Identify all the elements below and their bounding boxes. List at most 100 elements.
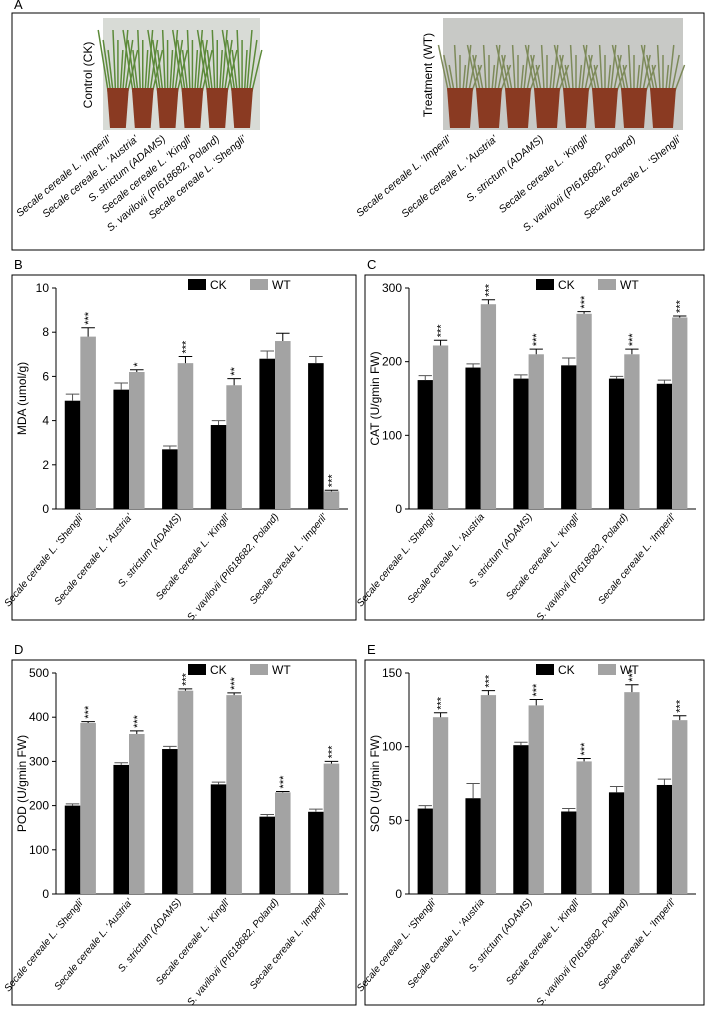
- pot-label: Secale cereale L. ‘Kingll’: [497, 133, 593, 216]
- panel-frame: [11, 274, 357, 621]
- leaf: [156, 49, 164, 93]
- leaf: [144, 49, 149, 93]
- error-bar: [81, 721, 95, 723]
- leaf: [598, 44, 603, 93]
- leaf: [467, 54, 477, 93]
- bar: [432, 345, 449, 509]
- bar: [323, 763, 340, 894]
- error-bar: [418, 805, 432, 809]
- y-tick-label: 300: [29, 754, 49, 768]
- x-tick-label: Secale cereale L. ‘Austria’: [53, 896, 136, 992]
- y-tick-label: 100: [382, 428, 402, 442]
- bar: [226, 385, 242, 509]
- pot: [476, 88, 502, 128]
- x-tick-label: Secale cereale L. ‘Shengli’: [355, 511, 440, 609]
- pot: [107, 88, 129, 128]
- bar: [624, 692, 640, 894]
- leaf: [523, 44, 530, 93]
- leaf: [530, 54, 540, 93]
- error-bar: [309, 808, 323, 812]
- significance: ***: [229, 676, 241, 690]
- leaf: [112, 29, 117, 93]
- bar: [672, 720, 688, 894]
- bar: [513, 745, 529, 894]
- bar: [323, 491, 340, 509]
- panel-frame: [11, 12, 705, 251]
- y-tick-label: 500: [29, 666, 49, 680]
- y-tick-label: 0: [42, 502, 49, 516]
- bar: [80, 722, 96, 894]
- pot: [181, 88, 204, 128]
- error-bar: [673, 715, 687, 721]
- significance: ***: [675, 299, 687, 313]
- bar: [162, 449, 178, 509]
- bar: [210, 784, 227, 894]
- leaf: [496, 54, 506, 93]
- leaf: [137, 29, 142, 93]
- leaf: [646, 54, 656, 93]
- bar: [210, 425, 227, 509]
- significance: ***: [579, 295, 591, 309]
- x-tick-label: S. vavilovii (PI618682, Poland): [185, 512, 281, 623]
- group-label: Treatment (WT): [421, 33, 435, 117]
- leaf: [206, 49, 214, 93]
- bar: [672, 317, 688, 509]
- panel-letter: B: [14, 257, 23, 272]
- error-bar: [227, 692, 241, 696]
- bar: [177, 690, 194, 894]
- legend-label: WT: [620, 663, 639, 677]
- bar: [608, 792, 625, 894]
- bar: [480, 304, 497, 509]
- bar: [275, 792, 291, 894]
- error-bar: [163, 445, 177, 450]
- pot: [231, 88, 253, 128]
- leaf: [640, 44, 653, 93]
- y-tick-label: 10: [36, 281, 50, 295]
- error-bar: [178, 356, 193, 364]
- error-bar: [324, 489, 339, 492]
- significance: ***: [83, 705, 95, 719]
- leaf: [641, 54, 651, 93]
- leaf: [528, 64, 541, 93]
- error-bar: [466, 363, 480, 368]
- error-bar: [65, 803, 80, 806]
- bar: [576, 313, 592, 509]
- pot: [206, 88, 229, 128]
- leaf: [169, 49, 174, 93]
- leaf: [236, 29, 241, 93]
- y-axis-label: MDA (umol/g): [15, 362, 29, 435]
- leaf: [553, 44, 566, 93]
- legend-label: CK: [210, 278, 227, 292]
- pot: [592, 88, 618, 128]
- bar: [417, 808, 433, 894]
- bar: [576, 761, 592, 894]
- legend-label: CK: [558, 278, 575, 292]
- error-bar: [211, 781, 226, 785]
- leaf: [132, 49, 139, 93]
- error-bar: [130, 369, 144, 372]
- y-tick-label: 50: [389, 813, 403, 827]
- leaf: [622, 64, 629, 93]
- legend-swatch: [250, 664, 268, 675]
- x-tick-label: Secale cereale L. ‘Shengli’: [2, 896, 87, 994]
- significance: ***: [483, 674, 495, 688]
- significance: ***: [278, 775, 290, 789]
- error-bar: [514, 374, 528, 379]
- leaf: [524, 44, 537, 93]
- leaf: [499, 64, 512, 93]
- bar: [129, 371, 145, 509]
- legend-swatch: [250, 279, 268, 290]
- y-tick-label: 0: [395, 502, 402, 516]
- leaf: [611, 44, 624, 93]
- error-bar: [673, 315, 687, 318]
- pot: [621, 88, 647, 128]
- pot: [447, 88, 473, 128]
- error-bar: [276, 790, 290, 793]
- leaf: [127, 39, 137, 93]
- error-bar: [514, 741, 528, 746]
- leaf: [147, 29, 159, 93]
- leaf: [549, 64, 554, 93]
- error-bar: [562, 808, 576, 812]
- x-tick-label: Secale cereale L. ‘Imperil’: [596, 511, 679, 606]
